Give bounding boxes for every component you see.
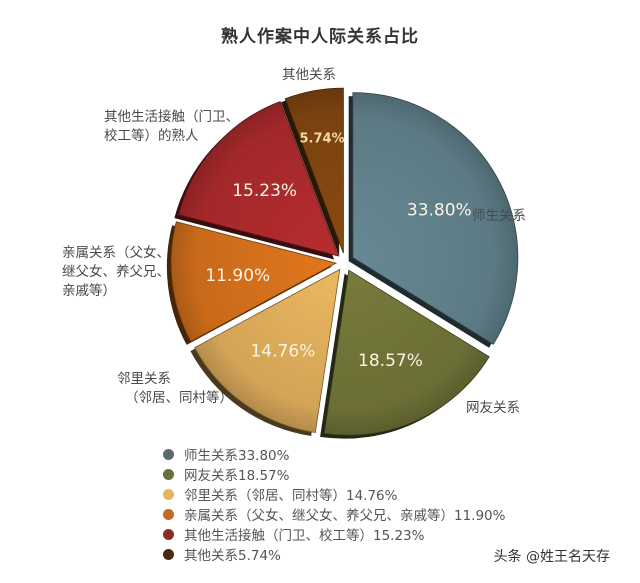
legend-item: 网友关系18.57% bbox=[163, 464, 505, 484]
legend-item: 亲属关系（父女、继父女、养父兄、亲戚等）11.90% bbox=[163, 504, 505, 524]
pie-slice bbox=[194, 268, 341, 433]
legend-label: 亲属关系（父女、继父女、养父兄、亲戚等）11.90% bbox=[184, 508, 506, 524]
legend-dot-icon bbox=[163, 468, 174, 480]
callout-line: （邻居、同村等） bbox=[125, 390, 233, 406]
legend-dot-icon bbox=[163, 528, 174, 540]
watermark: 头条 @姓王名天存 bbox=[493, 549, 610, 565]
pie-slice bbox=[178, 101, 339, 257]
legend-label: 邻里关系（邻居、同村等）14.76% bbox=[184, 488, 398, 504]
legend-label: 师生关系33.80% bbox=[184, 448, 290, 464]
pie-slice-value-label: 11.90% bbox=[205, 266, 270, 286]
callout-relative: 亲属关系（父女、 继父女、养父兄、 亲戚等） bbox=[62, 244, 170, 301]
callout-daily: 其他生活接触（门卫、 校工等）的熟人 bbox=[104, 108, 239, 146]
chart-title: 熟人作案中人际关系占比 bbox=[221, 27, 419, 47]
legend-item: 其他关系5.74% bbox=[163, 544, 505, 564]
legend: 师生关系33.80% 网友关系18.57% 邻里关系（邻居、同村等）14.76%… bbox=[163, 444, 505, 564]
pie-slice bbox=[352, 92, 519, 345]
legend-label: 其他关系5.74% bbox=[184, 548, 281, 564]
callout-netfriend: 网友关系 bbox=[466, 399, 520, 418]
legend-dot-icon bbox=[163, 488, 174, 500]
legend-dot-icon bbox=[163, 448, 174, 460]
pie-slice bbox=[323, 269, 490, 436]
pie-slice bbox=[284, 87, 344, 254]
legend-dot-icon bbox=[163, 548, 174, 560]
callout-teacher: 师生关系 bbox=[472, 207, 526, 226]
pie-slice-value-label: 15.23% bbox=[232, 181, 297, 201]
callout-line: 校工等）的熟人 bbox=[104, 128, 199, 144]
callout-line: 继父女、养父兄、 bbox=[62, 264, 170, 280]
legend-item: 师生关系33.80% bbox=[163, 444, 505, 464]
callout-line: 其他生活接触（门卫、 bbox=[104, 109, 239, 125]
callout-line: 亲属关系（父女、 bbox=[62, 245, 170, 261]
legend-label: 网友关系18.57% bbox=[184, 468, 290, 484]
legend-item: 其他生活接触（门卫、校工等）15.23% bbox=[163, 524, 505, 544]
pie-slice-value-label: 18.57% bbox=[358, 351, 423, 371]
callout-other: 其他关系 bbox=[282, 66, 336, 85]
callout-neighbor: 邻里关系 （邻居、同村等） bbox=[117, 370, 233, 408]
pie-slice bbox=[170, 221, 338, 342]
callout-line: 师生关系 bbox=[472, 208, 526, 224]
legend-dot-icon bbox=[163, 508, 174, 520]
callout-line: 邻里关系 bbox=[117, 371, 171, 387]
callout-line: 其他关系 bbox=[282, 67, 336, 83]
pie-slice-value-label: 5.74% bbox=[300, 131, 345, 146]
callout-line: 网友关系 bbox=[466, 400, 520, 416]
callout-line: 亲戚等） bbox=[62, 283, 116, 299]
legend-item: 邻里关系（邻居、同村等）14.76% bbox=[163, 484, 505, 504]
legend-label: 其他生活接触（门卫、校工等）15.23% bbox=[184, 528, 425, 544]
pie-slice-value-label: 14.76% bbox=[250, 341, 315, 361]
pie-slice-value-label: 33.80% bbox=[407, 200, 472, 220]
